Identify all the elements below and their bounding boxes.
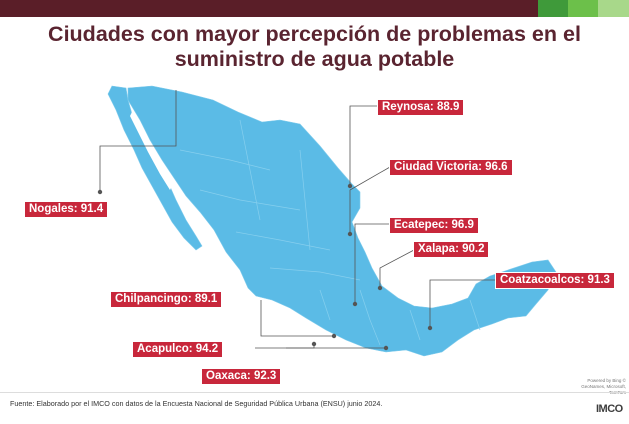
leader-acapulco [255, 344, 315, 349]
marker-chilpancingo [331, 333, 337, 339]
leader-ciudad-victoria [349, 166, 391, 234]
marker-xalapa [377, 285, 383, 291]
gulf-of-california [130, 112, 172, 190]
top-bar-maroon [0, 0, 538, 17]
city-markers [97, 183, 433, 351]
leader-coatzacoalcos [429, 279, 496, 328]
label-ciudad-victoria: Ciudad Victoria: 96.6 [389, 159, 513, 176]
leader-reynosa [349, 105, 378, 186]
footer-rule [0, 392, 629, 393]
top-bar-dark-green [538, 0, 568, 17]
marker-ecatepec [352, 301, 358, 307]
map-copyright: Powered by Bing © GeoNames, Microsoft, T… [581, 378, 626, 395]
top-color-bar [0, 0, 629, 17]
title-line-1: Ciudades con mayor percepción de problem… [48, 22, 581, 46]
marker-ciudad-victoria [347, 231, 353, 237]
label-acapulco: Acapulco: 94.2 [132, 341, 224, 358]
marker-coatzacoalcos [427, 325, 433, 331]
mexico-mainland [127, 85, 557, 357]
leader-ecatepec [354, 223, 392, 304]
state-borders [179, 119, 481, 346]
leader-chilpancingo [260, 300, 334, 337]
label-nogales: Nogales: 91.4 [24, 201, 109, 218]
leader-lines [99, 90, 496, 349]
label-oaxaca: Oaxaca: 92.3 [201, 368, 282, 385]
leader-xalapa [379, 249, 415, 288]
page-title: Ciudades con mayor percepción de problem… [0, 22, 629, 72]
label-reynosa: Reynosa: 88.9 [377, 99, 465, 116]
top-bar-green [568, 0, 598, 17]
marker-oaxaca [383, 345, 389, 351]
imco-logo: IMCO [596, 403, 623, 415]
marker-acapulco [311, 341, 317, 347]
marker-nogales [97, 189, 103, 195]
title-line-2: suministro de agua potable [174, 47, 455, 71]
source-note: Fuente: Elaborado por el IMCO con datos … [10, 399, 383, 408]
marker-reynosa [347, 183, 353, 189]
label-ecatepec: Ecatepec: 96.9 [389, 217, 479, 234]
label-coatzacoalcos: Coatzacoalcos: 91.3 [495, 272, 615, 289]
label-xalapa: Xalapa: 90.2 [413, 241, 490, 258]
top-bar-light-green [598, 0, 629, 17]
label-chilpancingo: Chilpancingo: 89.1 [110, 291, 223, 308]
leader-nogales [99, 90, 177, 192]
